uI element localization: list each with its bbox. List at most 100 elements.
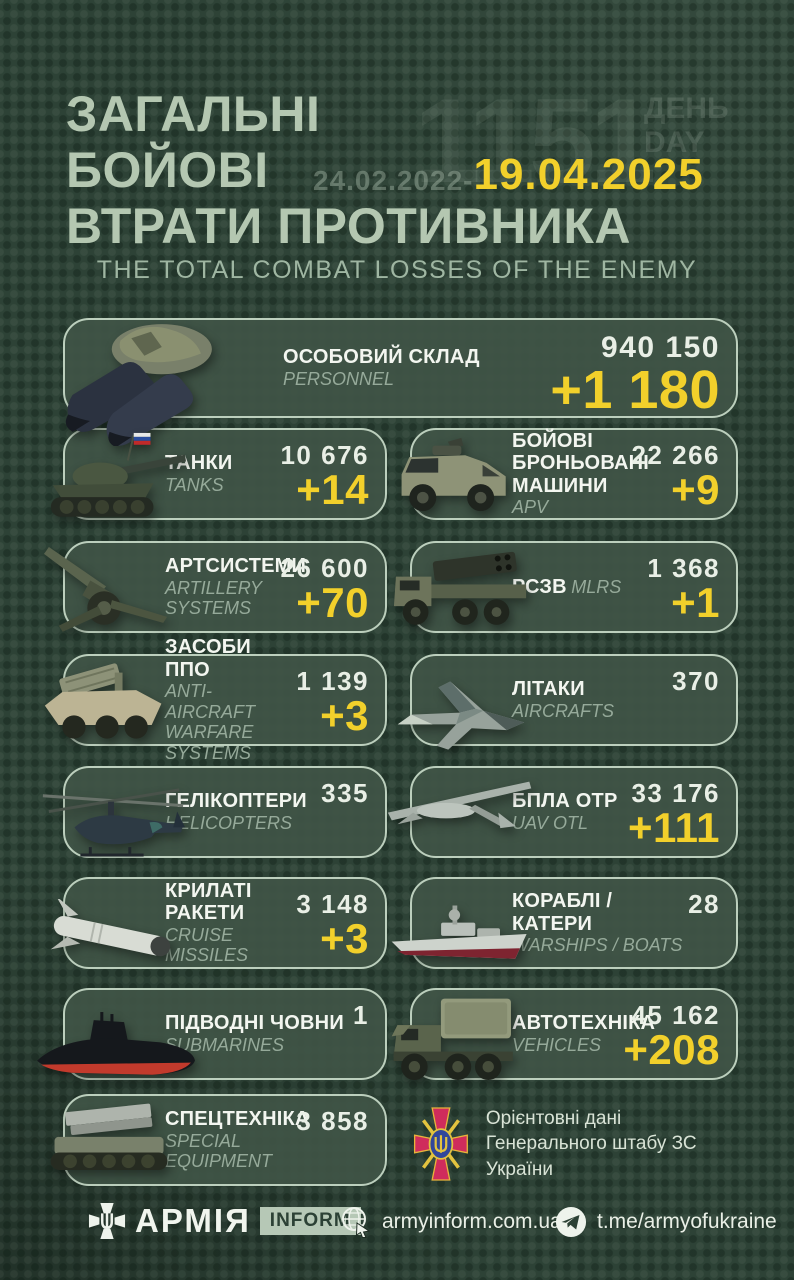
telegram-url[interactable]: t.me/armyofukraine [597, 1210, 777, 1233]
card-helicopters: ГЕЛІКОПТЕРИ HELICOPTERS 335 [42, 766, 387, 858]
general-staff-emblem-icon [413, 1107, 468, 1181]
card-label: ЛІТАКИ AIRCRAFTS [512, 678, 614, 721]
card-title: БПЛА ОТР [512, 790, 618, 813]
card-mlrs: РСЗВ MLRS 1 368 +1 [393, 541, 738, 633]
total-count: 940 150 [601, 331, 720, 364]
card-subtitle: VEHICLES [512, 1034, 602, 1055]
card-label: СПЕЦТЕХНІКА SPECIAL EQUIPMENT [165, 1108, 310, 1172]
card-cruise-missiles: КРИЛАТІ РАКЕТИ CRUISE MISSILES 3 148 +3 [50, 877, 387, 969]
card-warships: КОРАБЛІ / КАТЕРИ WARSHIPS / BOATS 28 [391, 877, 738, 969]
note-line-2: Генерального штабу ЗС України [485, 1133, 697, 1180]
date-range: 24.02.2022- 19.04.2025 [313, 150, 704, 200]
daily-increase: +3 [320, 692, 369, 740]
card-title: СПЕЦТЕХНІКА [165, 1108, 310, 1131]
card-aircraft: ЛІТАКИ AIRCRAFTS 370 [397, 654, 738, 750]
card-title: ЗАСОБИ ППО [165, 636, 251, 681]
day-label: ДЕНЬ DAY [644, 92, 729, 160]
card-subtitle: UAV OTL [512, 812, 589, 833]
card-subtitle: WARSHIPS / BOATS [512, 935, 683, 956]
telegram-link[interactable]: t.me/armyofukraine [555, 1206, 777, 1238]
card-title: АВТОТЕХНІКА [512, 1012, 656, 1035]
artillery-image [43, 547, 168, 633]
card-label: АВТОТЕХНІКА VEHICLES [512, 1012, 656, 1055]
anti-aircraft-image [44, 663, 162, 739]
card-values: 3 148 +3 [296, 879, 369, 963]
date-start: 24.02.2022- [313, 165, 474, 196]
card-title: КОРАБЛІ / КАТЕРИ [512, 890, 613, 935]
title-line-3: ВТРАТИ ПРОТИВНИКА [66, 198, 631, 254]
total-count: 22 266 [631, 440, 720, 470]
card-title: ПІДВОДНІ ЧОВНИ [165, 1012, 344, 1035]
daily-increase: +3 [320, 915, 369, 963]
total-count: 10 676 [280, 440, 369, 470]
card-uav: БПЛА ОТР UAV OTL 33 176 +111 [387, 766, 738, 858]
card-label: БПЛА ОТР UAV OTL [512, 790, 618, 833]
card-values: 940 150 +1 180 [550, 320, 720, 416]
card-subtitle: SUBMARINES [165, 1034, 285, 1055]
card-title: ЛІТАКИ [512, 678, 585, 701]
note-text: Орієнтовні дані Генерального штабу ЗС Ук… [486, 1106, 742, 1183]
tank-image [50, 433, 187, 518]
footer: АРМІЯ INFORM armyinform.com.ua t.me/army… [0, 1198, 794, 1250]
daily-increase: +1 [671, 579, 720, 627]
card-subtitle: SPECIAL EQUIPMENT [165, 1130, 273, 1172]
page-title: ЗАГАЛЬНІ БОЙОВІ ВТРАТИ ПРОТИВНИКА [66, 86, 631, 254]
total-count: 3 858 [296, 1106, 369, 1136]
note-line-1: Орієнтовні дані [485, 1107, 622, 1129]
card-values: 45 162 +208 [623, 990, 720, 1074]
card-vehicles: АВТОТЕХНІКА VEHICLES 45 162 +208 [391, 988, 738, 1080]
total-count: 1 [353, 1000, 369, 1030]
card-label: АРТСИСТЕМИ ARTILLERY SYSTEMS [165, 555, 306, 619]
card-special-equipment: СПЕЦТЕХНІКА SPECIAL EQUIPMENT 3 858 [50, 1094, 387, 1186]
card-subtitle: ANTI-AIRCRAFT WARFARE SYSTEMS [165, 681, 255, 764]
total-count: 1 139 [296, 666, 369, 696]
total-count: 45 162 [631, 1000, 720, 1030]
card-values: 28 [688, 879, 720, 918]
card-values: 335 [321, 768, 369, 807]
date-end: 19.04.2025 [473, 150, 704, 199]
title-line-1: ЗАГАЛЬНІ [66, 86, 321, 142]
card-label: КОРАБЛІ / КАТЕРИ WARSHIPS / BOATS [512, 890, 688, 955]
card-subtitle: MLRS [571, 576, 622, 597]
card-label: ЗАСОБИ ППО ANTI-AIRCRAFT WARFARE SYSTEMS [165, 636, 296, 764]
armyinform-logo: АРМІЯ INFORM [88, 1202, 361, 1240]
card-personnel: ОСОБОВИЙ СКЛАД PERSONNEL 940 150 +1 180 [63, 318, 738, 446]
card-submarines: ПІДВОДНІ ЧОВНИ SUBMARINES 1 [37, 988, 387, 1080]
total-count: 3 148 [296, 889, 369, 919]
day-label-en: DAY [644, 126, 705, 159]
total-count: 335 [321, 778, 369, 808]
daily-increase: +70 [296, 579, 369, 627]
total-count: 33 176 [631, 778, 720, 808]
card-values: 33 176 +111 [628, 768, 720, 852]
card-values: 1 368 +1 [647, 543, 720, 627]
daily-increase: +208 [623, 1026, 720, 1074]
total-count: 28 [688, 889, 720, 919]
card-subtitle: PERSONNEL [283, 368, 395, 389]
general-staff-note: Орієнтовні дані Генерального штабу ЗС Ук… [412, 1098, 742, 1190]
website-url[interactable]: armyinform.com.ua [382, 1210, 562, 1233]
day-label-ua: ДЕНЬ [644, 92, 729, 125]
card-tanks: ТАНКИ TANKS 10 676 +14 [50, 428, 387, 520]
card-values: 26 600 +70 [280, 543, 369, 627]
card-subtitle: TANKS [165, 474, 224, 495]
helicopter-image [42, 788, 186, 857]
card-anti-aircraft: ЗАСОБИ ППО ANTI-AIRCRAFT WARFARE SYSTEMS… [44, 636, 387, 763]
total-count: 26 600 [280, 553, 369, 583]
card-title: КРИЛАТІ РАКЕТИ [165, 879, 252, 925]
card-values: 1 139 +3 [296, 656, 369, 740]
armyinform-cross-icon [88, 1202, 126, 1240]
daily-increase: +9 [671, 466, 720, 514]
total-count: 370 [672, 666, 720, 696]
card-values: 10 676 +14 [280, 430, 369, 511]
card-title: ГЕЛІКОПТЕРИ [165, 790, 307, 813]
cruise-missile-image [50, 898, 171, 957]
website-link[interactable]: armyinform.com.ua [340, 1206, 562, 1238]
total-count: 1 368 [647, 553, 720, 583]
daily-increase: +111 [628, 804, 720, 852]
globe-icon [342, 1207, 371, 1238]
day-counter: 1151 [414, 74, 656, 208]
card-values: 370 [672, 656, 720, 695]
fallen-soldier-image [65, 324, 212, 446]
card-subtitle: CRUISE MISSILES [165, 924, 249, 966]
